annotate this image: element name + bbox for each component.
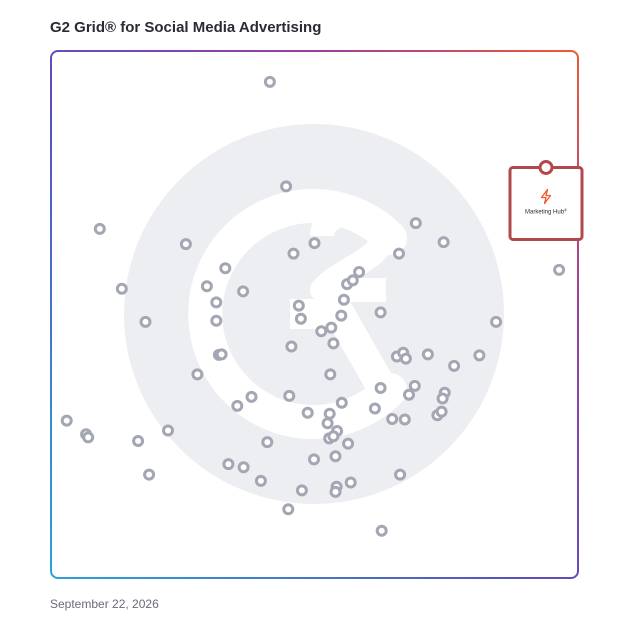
scatter-point-47[interactable]	[436, 392, 449, 405]
scatter-point-64[interactable]	[327, 430, 340, 443]
highlight-product-card[interactable]	[508, 166, 584, 241]
scatter-point-78[interactable]	[394, 468, 407, 481]
scatter-point-28[interactable]	[327, 337, 340, 350]
scatter-point-37[interactable]	[473, 349, 486, 362]
scatter-point-11[interactable]	[219, 262, 232, 275]
scatter-point-65[interactable]	[132, 435, 145, 447]
scatter-point-1[interactable]	[263, 75, 276, 88]
scatter-point-24[interactable]	[139, 315, 152, 328]
scatter-point-57[interactable]	[60, 414, 73, 427]
scatter-point-51[interactable]	[301, 406, 314, 419]
highlight-product-label: Marketing Hub®	[525, 208, 567, 216]
scatter-point-44[interactable]	[245, 390, 258, 403]
scatter-points	[60, 75, 566, 537]
scatter-point-6[interactable]	[308, 237, 321, 250]
scatter-point-21[interactable]	[294, 312, 307, 325]
scatter-point-80[interactable]	[375, 524, 388, 537]
scatter-point-19[interactable]	[337, 293, 350, 306]
scatter-point-73[interactable]	[254, 474, 267, 487]
scatter-point-53[interactable]	[386, 413, 399, 425]
scatter-point-43[interactable]	[283, 389, 296, 402]
scatter-point-42[interactable]	[408, 379, 421, 392]
scatter-point-29[interactable]	[285, 340, 298, 353]
hubspot-sprocket-icon	[540, 188, 552, 205]
scatter-point-72[interactable]	[143, 468, 156, 481]
scatter-point-8[interactable]	[437, 236, 450, 249]
scatter-point-26[interactable]	[325, 321, 338, 334]
scatter-point-14[interactable]	[237, 285, 250, 298]
scatter-point-69[interactable]	[308, 453, 320, 466]
scatter-point-79[interactable]	[282, 503, 295, 516]
scatter-point-50[interactable]	[368, 402, 381, 415]
scatter-point-30[interactable]	[490, 315, 503, 328]
scatter-point-5[interactable]	[287, 247, 300, 260]
scatter-point-41[interactable]	[374, 382, 387, 394]
scatter-point-25[interactable]	[210, 314, 223, 327]
scatter-point-76[interactable]	[329, 485, 342, 498]
scatter-point-61[interactable]	[321, 417, 334, 430]
scatter-point-66[interactable]	[261, 436, 274, 449]
scatter-point-77[interactable]	[295, 484, 308, 497]
scatter-point-7[interactable]	[409, 217, 422, 230]
scatter-point-13[interactable]	[200, 280, 213, 293]
scatter-point-22[interactable]	[335, 309, 348, 322]
scatter-point-3[interactable]	[93, 222, 106, 235]
scatter-point-38[interactable]	[448, 359, 461, 372]
scatter-point-60[interactable]	[162, 424, 174, 437]
scatter-point-10[interactable]	[553, 263, 566, 276]
scatter-point-4[interactable]	[179, 238, 192, 251]
scatter-point-36[interactable]	[421, 348, 434, 361]
scatter-point-32[interactable]	[215, 348, 228, 361]
scatter-point-9[interactable]	[393, 247, 405, 260]
scatter-point-54[interactable]	[398, 413, 411, 426]
scatter-point-70[interactable]	[222, 458, 235, 471]
scatter-point-20[interactable]	[292, 299, 305, 312]
report-date: September 22, 2026	[50, 597, 159, 611]
scatter-point-35[interactable]	[399, 352, 412, 365]
scatter-point-39[interactable]	[191, 368, 204, 381]
scatter-point-2[interactable]	[280, 180, 293, 193]
scatter-point-68[interactable]	[329, 450, 342, 463]
chart-title: G2 Grid® for Social Media Advertising	[50, 19, 322, 36]
scatter-point-49[interactable]	[335, 396, 348, 409]
scatter-point-45[interactable]	[403, 388, 415, 401]
scatter-point-67[interactable]	[342, 437, 355, 450]
scatter-point-27[interactable]	[315, 325, 328, 338]
scatter-point-17[interactable]	[353, 266, 366, 278]
scatter-point-40[interactable]	[324, 368, 337, 381]
scatter-point-23[interactable]	[374, 306, 387, 319]
scatter-point-52[interactable]	[323, 407, 336, 420]
scatter-point-59[interactable]	[82, 431, 95, 444]
highlight-product-marker[interactable]: Marketing Hub®	[508, 160, 584, 241]
highlight-product-dot[interactable]	[538, 160, 554, 175]
scatter-point-12[interactable]	[115, 282, 128, 295]
scatter-point-56[interactable]	[435, 405, 448, 418]
scatter-point-18[interactable]	[346, 274, 359, 287]
scatter-point-71[interactable]	[237, 461, 250, 474]
grid-frame	[50, 50, 579, 579]
scatter-point-48[interactable]	[231, 399, 244, 412]
scatter-point-15[interactable]	[210, 296, 223, 309]
scatter-point-74[interactable]	[344, 476, 357, 489]
